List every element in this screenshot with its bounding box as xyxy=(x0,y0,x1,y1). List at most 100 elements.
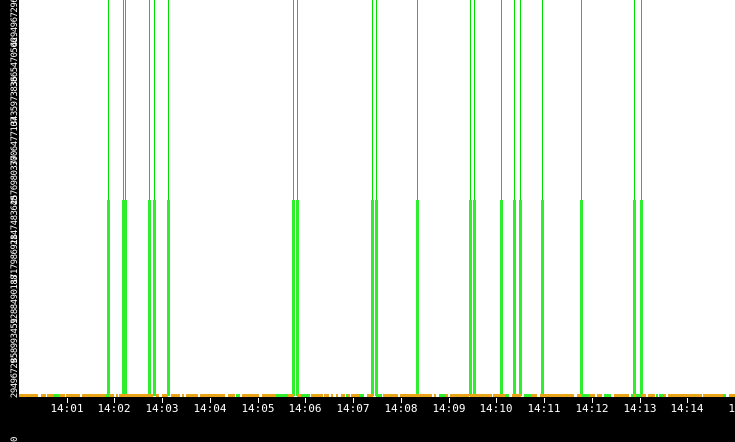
baseline-dash xyxy=(412,394,419,397)
baseline-dash xyxy=(668,394,670,397)
baseline-dash xyxy=(297,394,301,397)
spike-stem xyxy=(297,0,298,200)
baseline-dash xyxy=(650,394,655,397)
spike-bar xyxy=(469,200,472,396)
x-axis-tick xyxy=(544,398,545,403)
spike-bar xyxy=(541,200,544,396)
baseline-dash xyxy=(341,394,345,397)
baseline-dash xyxy=(191,394,198,397)
baseline-dash xyxy=(137,394,140,397)
baseline-dash xyxy=(473,394,480,397)
y-axis-tick xyxy=(14,396,19,397)
baseline-dash xyxy=(391,394,398,397)
baseline-dash xyxy=(572,394,574,397)
baseline-dash xyxy=(142,394,148,397)
baseline-dash xyxy=(92,394,96,397)
baseline-dash xyxy=(162,394,168,397)
baseline-dash xyxy=(693,394,695,397)
baseline-dash xyxy=(608,394,611,397)
baseline-dash xyxy=(518,394,521,397)
baseline-dash xyxy=(367,394,373,397)
spike-bar xyxy=(296,200,299,396)
baseline-dash xyxy=(262,394,266,397)
baseline-dash xyxy=(336,394,338,397)
baseline-dash xyxy=(604,394,608,397)
spike-stem xyxy=(520,0,521,200)
baseline-dash xyxy=(324,394,329,397)
baseline-dash xyxy=(311,394,317,397)
spike-bar xyxy=(513,200,516,396)
baseline-dash xyxy=(200,394,204,397)
y-axis-line xyxy=(18,0,19,398)
baseline-dash xyxy=(47,394,53,397)
spike-bar xyxy=(580,200,583,396)
baseline-dash xyxy=(268,394,271,397)
x-axis-tick xyxy=(401,398,402,403)
y-axis-label: 2147483648 xyxy=(10,195,20,245)
baseline-dash xyxy=(276,394,283,397)
baseline-dash xyxy=(248,394,251,397)
baseline-dash xyxy=(211,394,218,397)
baseline-dash xyxy=(505,394,509,397)
baseline-dash xyxy=(53,394,59,397)
y-axis-label: 0 xyxy=(10,437,20,442)
spike-bar xyxy=(473,200,476,396)
baseline-dash xyxy=(636,394,642,397)
x-axis-label: 14 xyxy=(728,402,735,415)
baseline-dash xyxy=(148,394,153,397)
spike-stem xyxy=(168,0,169,200)
x-axis-tick xyxy=(305,398,306,403)
baseline-dash xyxy=(446,394,448,397)
y-axis-label: 1288490188 xyxy=(10,274,20,324)
baseline-dash xyxy=(19,394,24,397)
baseline-dash xyxy=(512,394,518,397)
baseline-dash xyxy=(642,394,646,397)
baseline-dash xyxy=(648,394,650,397)
baseline-dash xyxy=(729,394,735,397)
y-axis-tick xyxy=(14,80,19,81)
baseline-dash xyxy=(133,394,137,397)
baseline-dash xyxy=(288,394,294,397)
chart-root: 0 429496729 858993459 1288490188 1717986918 2… xyxy=(10,0,735,442)
spike-stem xyxy=(514,0,515,200)
baseline-dash xyxy=(672,394,675,397)
baseline-dash xyxy=(186,394,191,397)
baseline-dash xyxy=(535,394,537,397)
baseline-dash xyxy=(359,394,364,397)
baseline-dash xyxy=(251,394,256,397)
baseline-dash xyxy=(348,394,350,397)
x-axis-label: 14:04 xyxy=(193,402,227,415)
baseline-dash xyxy=(44,394,46,397)
baseline-dash xyxy=(376,394,382,397)
baseline-dash xyxy=(619,394,626,397)
spike-stem xyxy=(581,0,582,200)
x-axis-tick xyxy=(353,398,354,403)
spike-bar xyxy=(640,200,643,396)
spike-bar xyxy=(122,200,125,396)
x-axis-label: 14:07 xyxy=(336,402,370,415)
baseline-dash xyxy=(171,394,174,397)
x-axis-label: 14:14 xyxy=(670,402,704,415)
baseline-dash xyxy=(96,394,101,397)
x-axis-tick xyxy=(67,398,68,403)
baseline-dash xyxy=(565,394,572,397)
baseline-dash xyxy=(656,394,658,397)
baseline-dash xyxy=(82,394,86,397)
spike-bar xyxy=(371,200,374,396)
spike-stem xyxy=(154,0,155,200)
baseline-dash xyxy=(140,394,142,397)
baseline-dash xyxy=(430,394,432,397)
baseline-dash xyxy=(256,394,259,397)
spike-bar xyxy=(519,200,522,396)
baseline-dash xyxy=(459,394,465,397)
baseline-dash xyxy=(301,394,307,397)
x-axis-tick xyxy=(258,398,259,403)
x-axis-tick xyxy=(210,398,211,403)
x-axis-tick xyxy=(449,398,450,403)
baseline-dash xyxy=(546,394,553,397)
y-axis-label: 3435973836 xyxy=(10,76,20,126)
baseline-dash xyxy=(633,394,636,397)
baseline-dash xyxy=(659,394,664,397)
x-axis-label: 14:01 xyxy=(50,402,84,415)
baseline-dash xyxy=(101,394,106,397)
